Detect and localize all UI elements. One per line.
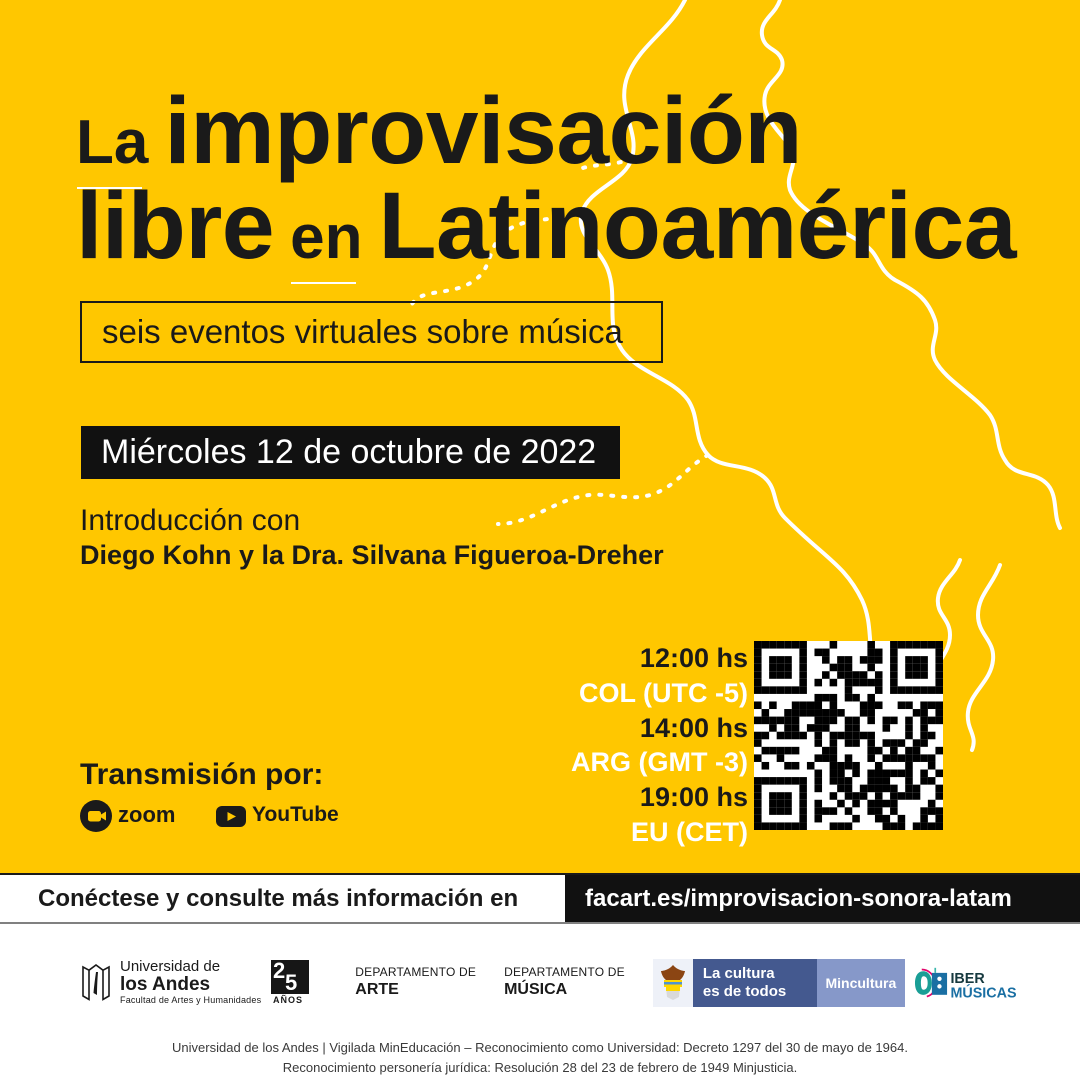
svg-text:YouTube: YouTube bbox=[252, 804, 339, 826]
svg-text:5: 5 bbox=[285, 970, 297, 995]
svg-text:2: 2 bbox=[273, 960, 285, 983]
svg-text:MÚSICAS: MÚSICAS bbox=[950, 983, 1016, 1001]
svg-text:AÑOS: AÑOS bbox=[273, 995, 303, 1005]
svg-text:zoom: zoom bbox=[118, 804, 175, 827]
